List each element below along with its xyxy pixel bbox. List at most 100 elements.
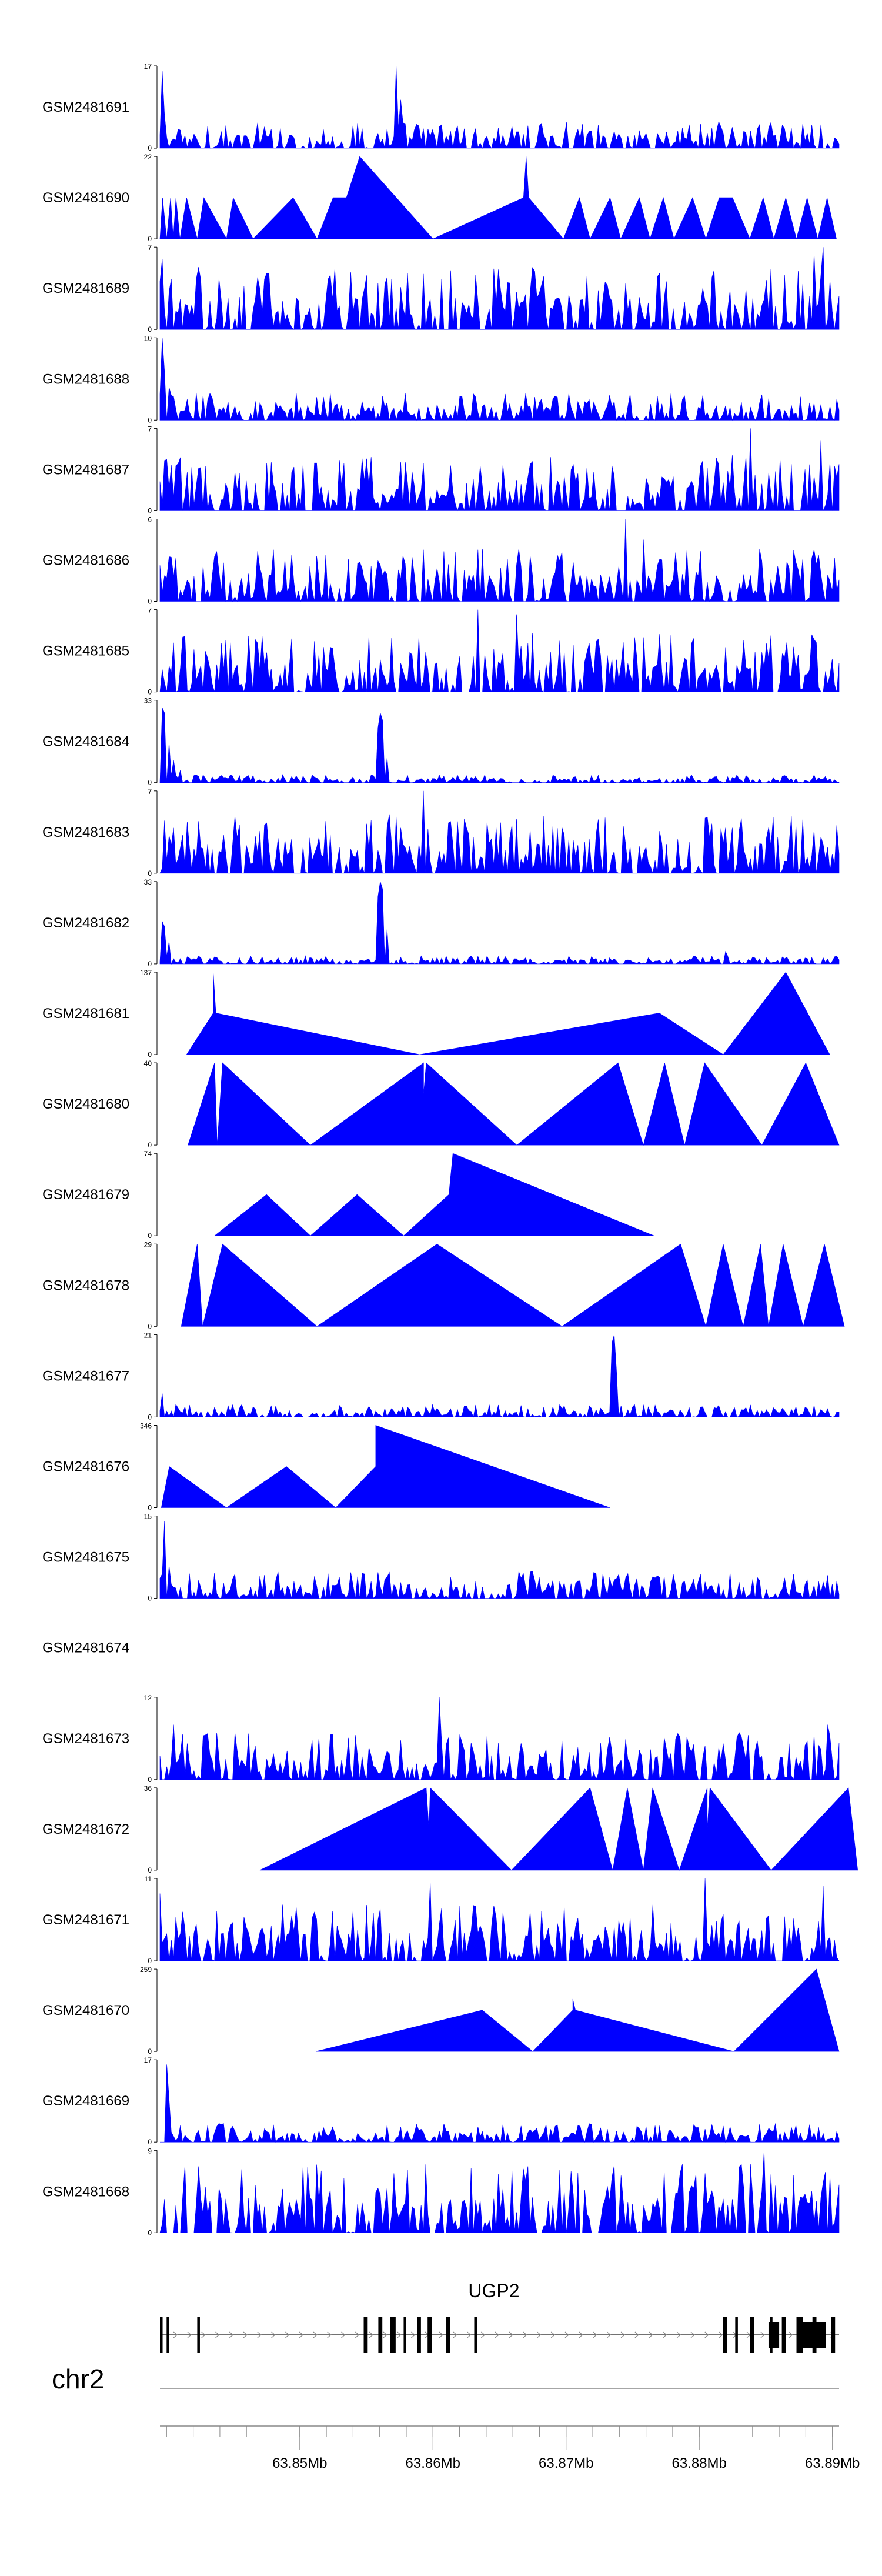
track-label: GSM2481684: [42, 734, 129, 750]
strand-arrow: [593, 2331, 597, 2338]
track-GSM2481684: GSM2481684 33 0: [42, 697, 840, 787]
strand-arrow: [439, 2331, 443, 2338]
track-GSM2481668: GSM2481668 9 0: [42, 2147, 840, 2237]
strand-arrow: [690, 2331, 695, 2338]
y-max-label: 259: [140, 1966, 152, 1974]
coverage-area: [161, 1425, 610, 1508]
strand-arrow: [187, 2331, 192, 2338]
gene-label: UGP2: [468, 2280, 519, 2301]
y-min-label: 0: [148, 2047, 152, 2056]
track-label: GSM2481691: [42, 99, 129, 115]
coverage-area: [159, 881, 840, 965]
axis-tick-label: 63.85Mb: [272, 2455, 327, 2471]
coverage-area: [159, 1697, 840, 1780]
gene-track: UGP2: [160, 2280, 839, 2353]
strand-arrow: [299, 2331, 304, 2338]
track-GSM2481681: GSM2481681 137 0: [42, 969, 830, 1059]
strand-arrow: [229, 2331, 234, 2338]
track-label: GSM2481677: [42, 1368, 129, 1384]
y-max-label: 40: [144, 1059, 152, 1067]
track-label: GSM2481681: [42, 1006, 129, 1022]
exon: [474, 2317, 477, 2353]
y-min-label: 0: [148, 1050, 152, 1059]
exon: [750, 2317, 754, 2353]
strand-arrow: [341, 2331, 346, 2338]
y-min-label: 0: [148, 1594, 152, 1603]
strand-arrow: [704, 2331, 709, 2338]
track-label: GSM2481683: [42, 825, 129, 840]
y-min-label: 0: [148, 2228, 152, 2237]
y-min-label: 0: [148, 1957, 152, 1965]
track-GSM2481673: GSM2481673 12 0: [42, 1694, 840, 1784]
track-label: GSM2481668: [42, 2184, 129, 2200]
strand-arrow: [215, 2331, 220, 2338]
exon: [796, 2317, 803, 2353]
coverage-area: [159, 519, 840, 602]
strand-arrow: [606, 2331, 612, 2338]
y-min-label: 0: [148, 960, 152, 968]
exon: [390, 2317, 396, 2353]
coverage-area: [159, 65, 840, 149]
strand-arrow: [676, 2331, 681, 2338]
strand-arrow: [201, 2331, 206, 2338]
genome-axis: chr2 63.85Mb 63.86Mb 63.87Mb 63.88Mb 63.89Mb: [52, 2364, 860, 2471]
strand-arrow: [383, 2331, 387, 2338]
strand-arrow: [453, 2331, 457, 2338]
coverage-area: [159, 1878, 840, 1962]
axis-tick-label: 63.89Mb: [805, 2455, 860, 2471]
coverage-area: [186, 972, 830, 1055]
data-tracks: GSM2481691170GSM2481690220GSM248168970GS…: [42, 62, 858, 2237]
coverage-area: [159, 247, 840, 331]
track-GSM2481686: GSM2481686 6 0: [42, 516, 840, 606]
track-GSM2481690: GSM2481690 22 0: [42, 153, 837, 243]
exon: [160, 2317, 163, 2353]
track-GSM2481679: GSM2481679 74 0: [42, 1150, 654, 1240]
coverage-area: [159, 1334, 840, 1418]
exon: [363, 2317, 368, 2353]
track-GSM2481669: GSM2481669 17 0: [42, 2056, 840, 2146]
axis-tick-label: 63.88Mb: [672, 2455, 727, 2471]
y-min-label: 0: [148, 416, 152, 424]
y-max-label: 6: [148, 516, 152, 524]
y-min-label: 0: [148, 2138, 152, 2146]
strand-arrow: [649, 2331, 653, 2338]
y-min-label: 0: [148, 506, 152, 515]
coverage-area: [181, 1243, 845, 1327]
track-GSM2481671: GSM2481671 11 0: [42, 1875, 840, 1965]
track-GSM2481689: GSM2481689 7 0: [42, 243, 840, 333]
chromosome-label: chr2: [52, 2364, 104, 2394]
y-max-label: 33: [144, 697, 152, 705]
strand-arrow: [719, 2331, 723, 2338]
y-max-label: 17: [144, 62, 152, 71]
y-max-label: 36: [144, 1784, 152, 1793]
track-label: GSM2481688: [42, 371, 129, 387]
strand-arrow: [620, 2331, 626, 2338]
y-min-label: 0: [148, 144, 152, 152]
y-max-label: 9: [148, 2147, 152, 2155]
y-max-label: 33: [144, 878, 152, 886]
y-min-label: 0: [148, 1504, 152, 1512]
track-label: GSM2481685: [42, 643, 129, 659]
track-label: GSM2481675: [42, 1550, 129, 1566]
exon: [427, 2317, 432, 2353]
coverage-area: [188, 1062, 840, 1146]
strand-arrow: [564, 2331, 569, 2338]
strand-arrow: [537, 2331, 542, 2338]
axis-tick-label: 63.87Mb: [539, 2455, 593, 2471]
y-max-label: 11: [145, 1875, 152, 1883]
exon: [417, 2317, 421, 2353]
strand-arrow: [257, 2331, 262, 2338]
track-label: GSM2481687: [42, 462, 129, 478]
strand-arrow: [411, 2331, 416, 2338]
y-max-label: 17: [144, 2056, 152, 2064]
axis-tick-label: 63.86Mb: [406, 2455, 460, 2471]
coverage-area: [315, 1968, 840, 2052]
exon: [723, 2317, 727, 2353]
y-min-label: 0: [148, 1776, 152, 1784]
track-GSM2481675: GSM2481675 15 0: [42, 1513, 840, 1603]
y-max-label: 22: [144, 153, 152, 161]
coverage-area: [160, 2064, 840, 2143]
y-max-label: 21: [144, 1331, 152, 1339]
track-GSM2481677: GSM2481677 21 0: [42, 1331, 840, 1421]
y-min-label: 0: [148, 1866, 152, 1874]
